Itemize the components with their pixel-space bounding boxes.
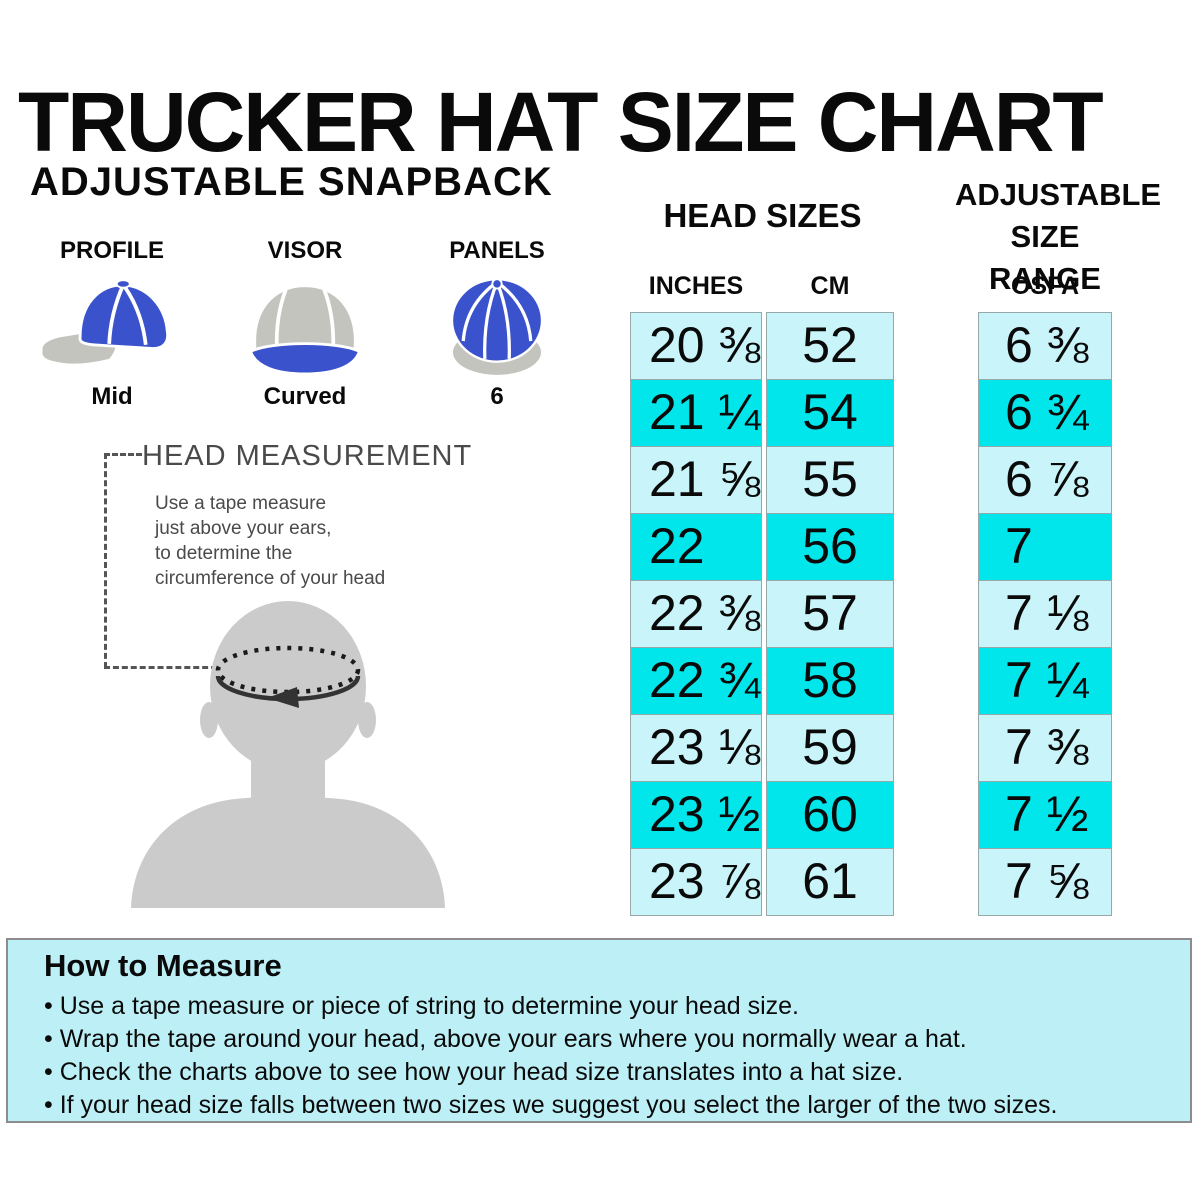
osfa-cell: 7 bbox=[978, 513, 1112, 581]
visor-value: Curved bbox=[263, 383, 347, 410]
panels-value: 6 bbox=[490, 383, 504, 410]
cm-cell: 54 bbox=[766, 379, 894, 447]
visor-label: VISOR bbox=[267, 237, 343, 264]
cm-cell: 60 bbox=[766, 781, 894, 849]
profile-hat-icon bbox=[42, 279, 170, 364]
head-measurement-instructions: Use a tape measure just above your ears,… bbox=[155, 491, 385, 591]
head-sizes-table: 20 ⅜ 52 21 ¼ 54 21 ⅝ 55 22 56 22 ⅜ 57 22… bbox=[630, 312, 894, 916]
table-row: 20 ⅜ 52 bbox=[630, 312, 894, 380]
osfa-cell: 6 ⅞ bbox=[978, 446, 1112, 514]
visor-hat-icon bbox=[248, 284, 362, 376]
table-row: 23 ⅞ 61 bbox=[630, 848, 894, 916]
inches-cell: 22 ⅜ bbox=[630, 580, 762, 648]
callout-dash-vertical bbox=[104, 453, 107, 668]
table-row: 23 ⅛ 59 bbox=[630, 714, 894, 782]
cm-cell: 58 bbox=[766, 647, 894, 715]
cm-cell: 52 bbox=[766, 312, 894, 380]
osfa-cell: 7 ⅝ bbox=[978, 848, 1112, 916]
inches-cell: 21 ¼ bbox=[630, 379, 762, 447]
instruction-line: to determine the bbox=[155, 543, 293, 564]
inches-cell: 22 ¾ bbox=[630, 647, 762, 715]
how-to-bullet: • Wrap the tape around your head, above … bbox=[44, 1025, 967, 1053]
inches-column-header: INCHES bbox=[648, 272, 744, 300]
table-row: 22 ¾ 58 bbox=[630, 647, 894, 715]
osfa-cell: 6 ¾ bbox=[978, 379, 1112, 447]
how-to-bullet: • If your head size falls between two si… bbox=[44, 1091, 1058, 1119]
callout-dash-top bbox=[104, 453, 142, 456]
how-to-measure-heading: How to Measure bbox=[44, 948, 282, 983]
head-sizes-heading: HEAD SIZES bbox=[663, 197, 862, 234]
callout-dash-bottom bbox=[104, 666, 226, 669]
osfa-cell: 7 ½ bbox=[978, 781, 1112, 849]
osfa-cell: 6 ⅜ bbox=[978, 312, 1112, 380]
cm-cell: 55 bbox=[766, 446, 894, 514]
osfa-cell: 7 ⅜ bbox=[978, 714, 1112, 782]
hat-feature-profile: PROFILE Mid bbox=[27, 237, 197, 411]
profile-label: PROFILE bbox=[59, 237, 164, 264]
inches-cell: 21 ⅝ bbox=[630, 446, 762, 514]
table-row: 22 56 bbox=[630, 513, 894, 581]
instruction-line: just above your ears, bbox=[155, 518, 332, 539]
inches-cell: 23 ½ bbox=[630, 781, 762, 849]
osfa-cell: 7 ¼ bbox=[978, 647, 1112, 715]
inches-cell: 23 ⅞ bbox=[630, 848, 762, 916]
hat-feature-panels: PANELS 6 bbox=[412, 237, 582, 411]
table-row: 22 ⅜ 57 bbox=[630, 580, 894, 648]
table-row: 21 ⅝ 55 bbox=[630, 446, 894, 514]
hat-feature-visor: VISOR Curved bbox=[220, 237, 390, 411]
head-silhouette-illustration bbox=[131, 601, 445, 908]
cm-column-header: CM bbox=[810, 272, 850, 300]
table-row: 21 ¼ 54 bbox=[630, 379, 894, 447]
size-range-heading-line2: SIZE RANGE bbox=[989, 219, 1101, 296]
subtitle: ADJUSTABLE SNAPBACK bbox=[30, 160, 553, 204]
table-row: 23 ½ 60 bbox=[630, 781, 894, 849]
inches-cell: 20 ⅜ bbox=[630, 312, 762, 380]
head-measurement-heading: HEAD MEASUREMENT bbox=[142, 440, 473, 472]
osfa-cell: 7 ⅛ bbox=[978, 580, 1112, 648]
page-title: TRUCKER HAT SIZE CHART bbox=[18, 75, 1104, 169]
osfa-table: 6 ⅜ 6 ¾ 6 ⅞ 7 7 ⅛ 7 ¼ 7 ⅜ 7 ½ 7 ⅝ bbox=[978, 312, 1112, 916]
size-range-heading: ADJUSTABLE SIZE RANGE bbox=[955, 174, 1162, 300]
profile-value: Mid bbox=[91, 383, 133, 410]
how-to-measure-box: How to Measure • Use a tape measure or p… bbox=[6, 938, 1192, 1123]
inches-cell: 23 ⅛ bbox=[630, 714, 762, 782]
cm-cell: 61 bbox=[766, 848, 894, 916]
instruction-line: circumference of your head bbox=[155, 568, 386, 589]
cm-cell: 56 bbox=[766, 513, 894, 581]
instruction-line: Use a tape measure bbox=[155, 493, 327, 514]
cm-cell: 57 bbox=[766, 580, 894, 648]
arrow-left-icon bbox=[267, 687, 299, 708]
cm-cell: 59 bbox=[766, 714, 894, 782]
how-to-bullet: • Use a tape measure or piece of string … bbox=[44, 992, 799, 1020]
inches-cell: 22 bbox=[630, 513, 762, 581]
size-range-heading-line1: ADJUSTABLE bbox=[955, 177, 1162, 212]
panels-label: PANELS bbox=[449, 237, 545, 264]
osfa-column-header: OSFA bbox=[1010, 272, 1080, 300]
panels-hat-icon bbox=[450, 278, 544, 375]
how-to-bullet: • Check the charts above to see how your… bbox=[44, 1058, 904, 1086]
